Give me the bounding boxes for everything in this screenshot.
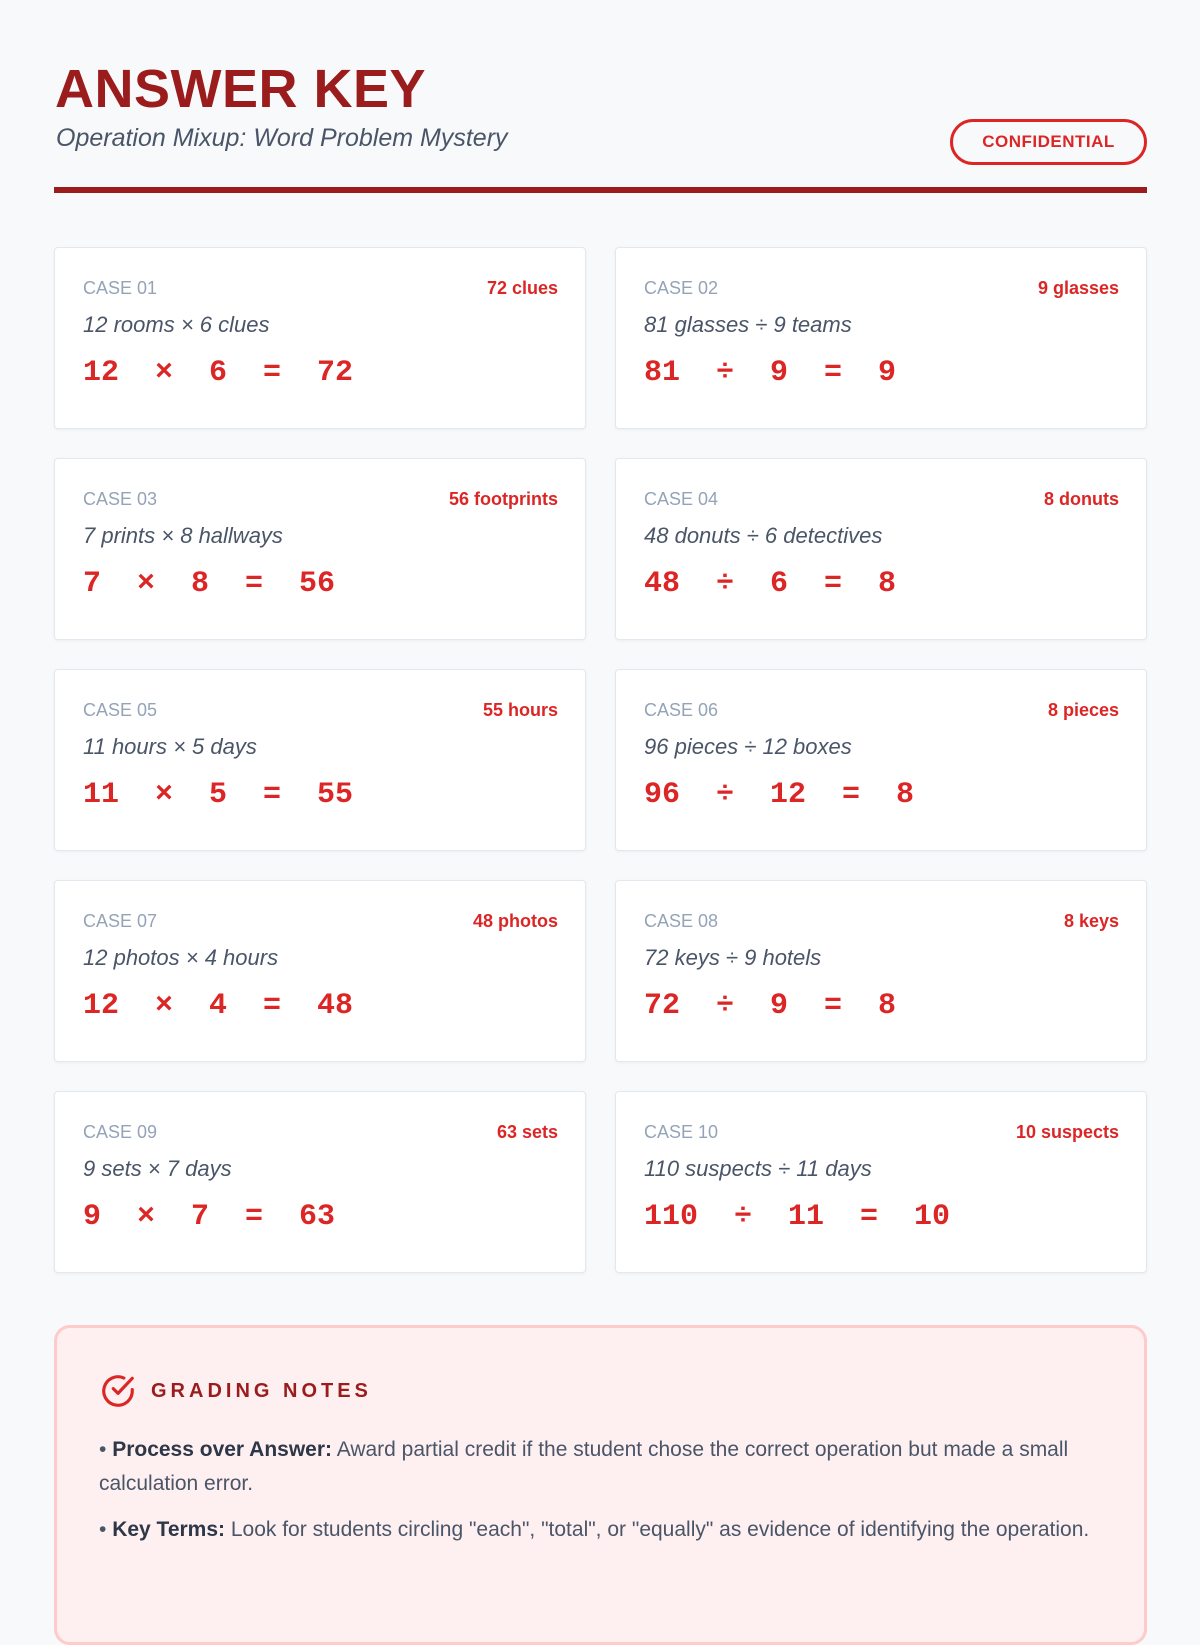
case-card: CASE 09 63 sets 9 sets × 7 days 9 × 7 = … xyxy=(54,1091,586,1273)
case-equation: 9 × 7 = 63 xyxy=(83,1200,336,1234)
page-subtitle: Operation Mixup: Word Problem Mystery xyxy=(56,124,508,152)
case-card: CASE 01 72 clues 12 rooms × 6 clues 12 ×… xyxy=(54,247,586,429)
case-label: CASE 01 xyxy=(83,278,158,298)
case-label: CASE 08 xyxy=(644,911,719,931)
note-item: • Key Terms: Look for students circling … xyxy=(99,1518,1090,1541)
case-equation: 96 ÷ 12 = 8 xyxy=(644,778,915,812)
case-label: CASE 03 xyxy=(83,489,158,509)
case-label: CASE 02 xyxy=(644,278,719,298)
case-description: 12 rooms × 6 clues xyxy=(83,312,270,337)
case-equation: 81 ÷ 9 = 9 xyxy=(644,356,897,390)
case-equation: 12 × 4 = 48 xyxy=(83,989,354,1023)
case-description: 12 photos × 4 hours xyxy=(83,945,279,970)
case-equation: 12 × 6 = 72 xyxy=(83,356,354,390)
case-answer: 48 photos xyxy=(472,911,558,931)
case-label: CASE 09 xyxy=(83,1122,158,1142)
case-card: CASE 10 10 suspects 110 suspects ÷ 11 da… xyxy=(615,1091,1147,1273)
case-equation: 110 ÷ 11 = 10 xyxy=(644,1200,951,1234)
case-card: CASE 02 9 glasses 81 glasses ÷ 9 teams 8… xyxy=(615,247,1147,429)
case-description: 110 suspects ÷ 11 days xyxy=(644,1156,872,1181)
case-label: CASE 05 xyxy=(83,700,158,720)
case-label: CASE 06 xyxy=(644,700,719,720)
note-text: Award partial credit if the student chos… xyxy=(99,1438,1069,1495)
case-description: 11 hours × 5 days xyxy=(83,734,257,759)
case-answer: 56 footprints xyxy=(448,489,558,509)
case-card: CASE 07 48 photos 12 photos × 4 hours 12… xyxy=(54,880,586,1062)
case-answer: 72 clues xyxy=(486,278,558,298)
note-term: Key Terms: xyxy=(112,1518,226,1541)
case-label: CASE 07 xyxy=(83,911,158,931)
case-equation: 72 ÷ 9 = 8 xyxy=(644,989,897,1023)
case-equation: 11 × 5 = 55 xyxy=(83,778,354,812)
case-description: 96 pieces ÷ 12 boxes xyxy=(644,734,852,759)
note-item: • Process over Answer: Award partial cre… xyxy=(99,1438,1069,1495)
case-answer: 55 hours xyxy=(482,700,558,720)
case-card: CASE 04 8 donuts 48 donuts ÷ 6 detective… xyxy=(615,458,1147,640)
case-card: CASE 08 8 keys 72 keys ÷ 9 hotels 72 ÷ 9… xyxy=(615,880,1147,1062)
note-text: Look for students circling "each", "tota… xyxy=(225,1518,1090,1541)
case-answer: 8 donuts xyxy=(1044,489,1119,509)
case-description: 72 keys ÷ 9 hotels xyxy=(644,945,822,970)
case-answer: 8 pieces xyxy=(1047,700,1119,720)
case-description: 7 prints × 8 hallways xyxy=(83,523,283,548)
case-answer: 63 sets xyxy=(496,1122,558,1142)
case-card: CASE 06 8 pieces 96 pieces ÷ 12 boxes 96… xyxy=(615,669,1147,851)
note-term: Process over Answer: xyxy=(112,1438,333,1461)
case-label: CASE 04 xyxy=(644,489,719,509)
header-divider xyxy=(54,187,1147,193)
case-label: CASE 10 xyxy=(644,1122,719,1142)
case-card: CASE 05 55 hours 11 hours × 5 days 11 × … xyxy=(54,669,586,851)
case-description: 9 sets × 7 days xyxy=(83,1156,232,1181)
grading-notes-header: GRADING NOTES xyxy=(99,1372,372,1410)
page-title: ANSWER KEY xyxy=(55,59,427,119)
case-answer: 8 keys xyxy=(1063,911,1119,931)
case-equation: 7 × 8 = 56 xyxy=(83,567,336,601)
cases-grid: CASE 01 72 clues 12 rooms × 6 clues 12 ×… xyxy=(54,247,1147,1273)
grading-notes: GRADING NOTES • Process over Answer: Awa… xyxy=(54,1325,1147,1645)
case-card: CASE 03 56 footprints 7 prints × 8 hallw… xyxy=(54,458,586,640)
confidential-badge: CONFIDENTIAL xyxy=(950,119,1147,165)
check-circle-icon xyxy=(102,1375,134,1407)
case-description: 48 donuts ÷ 6 detectives xyxy=(644,523,883,548)
case-answer: 10 suspects xyxy=(1015,1122,1119,1142)
grading-notes-heading: GRADING NOTES xyxy=(151,1379,372,1402)
case-description: 81 glasses ÷ 9 teams xyxy=(644,312,852,337)
case-equation: 48 ÷ 6 = 8 xyxy=(644,567,897,601)
case-answer: 9 glasses xyxy=(1037,278,1119,298)
